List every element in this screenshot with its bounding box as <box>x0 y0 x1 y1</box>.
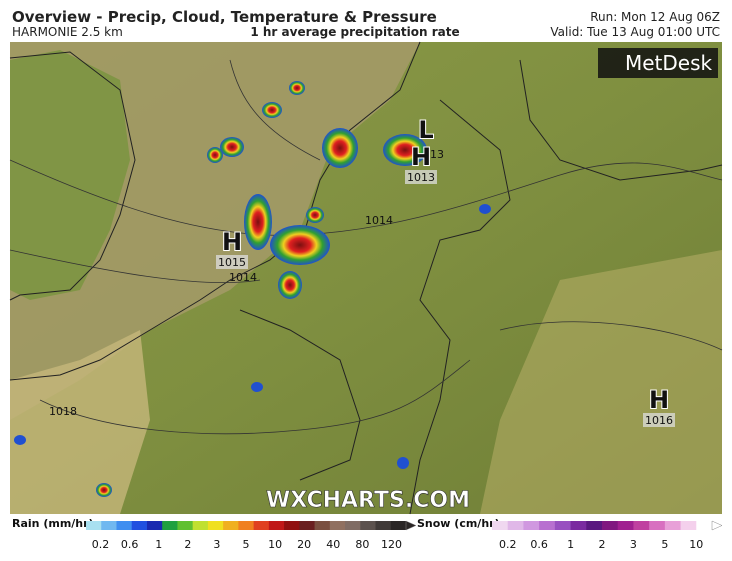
label-box <box>216 255 248 269</box>
legend-title: Rain (mm/hr) <box>12 517 94 530</box>
isobar-label: 13 <box>430 148 444 161</box>
legend-tick-label: 40 <box>326 538 340 551</box>
legend-swatch <box>602 521 619 530</box>
legend-tick-label: 0.6 <box>530 538 548 551</box>
map: MetDesk WXCHARTS.COM <box>9 41 723 515</box>
legend-swatch <box>617 521 634 530</box>
legend-arrow <box>405 520 417 531</box>
legend-tick-label: 5 <box>243 538 250 551</box>
pressure-symbol: H <box>649 386 669 414</box>
pressure-value: 1013 <box>407 171 435 184</box>
legend-tick-label: 0.6 <box>121 538 139 551</box>
title: Overview - Precip, Cloud, Temperature & … <box>12 8 437 26</box>
isobar-label: 1014 <box>229 271 257 284</box>
pressure-symbol: L <box>418 116 433 144</box>
legend-swatch <box>633 521 650 530</box>
legend-swatch <box>253 521 270 530</box>
legend-swatch <box>284 521 300 530</box>
legend-swatch <box>314 521 331 530</box>
legend-tick-label: 10 <box>268 538 282 551</box>
legend-swatch <box>507 521 524 530</box>
isobar-label: 1018 <box>49 405 77 418</box>
run-time: Run: Mon 12 Aug 06Z <box>590 10 720 24</box>
legend-swatch <box>207 521 224 530</box>
legend-swatch <box>680 521 697 530</box>
legend-swatch <box>223 521 239 530</box>
legend-swatch <box>360 521 377 530</box>
legend-swatch <box>345 521 361 530</box>
legend-swatch <box>539 521 556 530</box>
legend-tick-label: 3 <box>213 538 220 551</box>
watermark: WXCHARTS.COM <box>266 488 470 513</box>
label-box <box>643 413 675 427</box>
legend-tick-label: 3 <box>630 538 637 551</box>
legend-swatch <box>192 521 209 530</box>
legend-tick-label: 1 <box>567 538 574 551</box>
legend-tick-label: 5 <box>661 538 668 551</box>
pressure-symbol: H <box>222 228 242 256</box>
legend-swatch <box>329 521 346 530</box>
legend-tick-label: 20 <box>297 538 311 551</box>
legend-tick-label: 2 <box>599 538 606 551</box>
legend-swatch <box>86 521 102 530</box>
legend-swatch <box>696 521 713 530</box>
pressure-symbol: H <box>411 143 431 171</box>
subtitle: 1 hr average precipitation rate <box>250 25 459 39</box>
legend-swatch <box>116 521 133 530</box>
legend-arrow <box>711 520 723 531</box>
legend-swatch <box>162 521 178 530</box>
pressure-value: 1016 <box>645 414 673 427</box>
legend-title: Snow (cm/hr) <box>417 517 500 530</box>
legend-swatch <box>375 521 392 530</box>
legend-swatch <box>268 521 285 530</box>
legend-swatch <box>664 521 682 530</box>
legend-tick-label: 0.2 <box>92 538 110 551</box>
pressure-value: 1015 <box>218 256 246 269</box>
legend-swatch <box>390 521 407 530</box>
valid-time: Valid: Tue 13 Aug 01:00 UTC <box>550 25 720 39</box>
legend-tick-label: 2 <box>184 538 191 551</box>
label-box <box>405 170 437 184</box>
legend-swatch <box>177 521 194 530</box>
isobar-label: 1014 <box>365 214 393 227</box>
legend-swatch <box>101 521 117 530</box>
legend-tick-label: 10 <box>689 538 703 551</box>
isobar-labels: 1014 1014 1018 13 <box>49 148 444 418</box>
legend-tick-label: 120 <box>381 538 402 551</box>
model: HARMONIE 2.5 km <box>12 25 123 39</box>
legend-swatch <box>554 521 572 530</box>
logo: MetDesk <box>625 51 713 75</box>
legend-tick-label: 1 <box>155 538 162 551</box>
legend-tick-label: 80 <box>355 538 369 551</box>
legend: Rain (mm/hr) 0.2 0.6 1 2 3 5 10 20 40 80 120 Snow (c… <box>12 517 723 551</box>
legend-swatch <box>238 521 255 530</box>
legend-swatch <box>523 521 540 530</box>
legend-swatch <box>492 521 509 530</box>
legend-swatch <box>131 521 148 530</box>
legend-swatch <box>570 521 587 530</box>
legend-swatch <box>299 521 316 530</box>
legend-swatch <box>649 521 666 530</box>
legend-swatch <box>586 521 603 530</box>
legend-swatch <box>146 521 163 530</box>
legend-tick-label: 0.2 <box>499 538 517 551</box>
